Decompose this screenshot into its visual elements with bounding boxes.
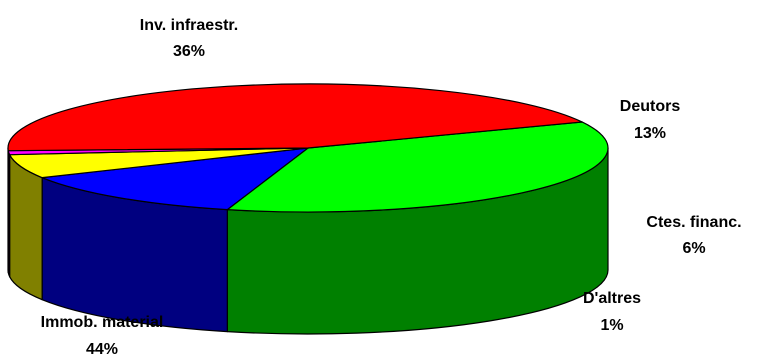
slice-top-deutors xyxy=(41,147,309,211)
slice-label-daltres: D'altres xyxy=(583,290,641,307)
slice-top-immob-material xyxy=(7,83,583,152)
slice-label-ctes-financ: Ctes. financ. xyxy=(646,214,741,231)
slice-side-ctes-financ xyxy=(9,154,43,301)
slice-label-inv-infraestr: Inv. infraestr. xyxy=(140,17,238,34)
slice-value-ctes-financ: 6% xyxy=(682,240,705,257)
pie-sides xyxy=(7,147,609,335)
pie-tops xyxy=(7,83,609,213)
slice-value-deutors: 13% xyxy=(634,125,666,142)
slice-label-deutors: Deutors xyxy=(620,98,681,115)
slice-value-immob-material: 44% xyxy=(86,341,118,358)
slice-label-immob-material: Immob. material xyxy=(41,314,164,331)
slice-value-daltres: 1% xyxy=(600,317,623,334)
slice-top-inv-infraestr xyxy=(226,121,609,213)
slice-value-inv-infraestr: 36% xyxy=(173,43,205,60)
